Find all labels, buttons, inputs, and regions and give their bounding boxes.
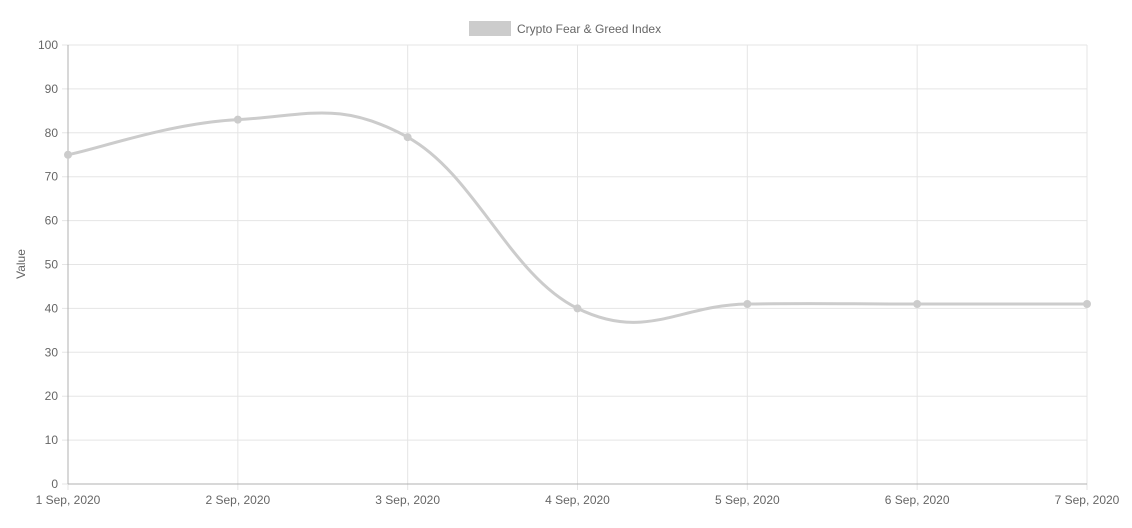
data-point[interactable] [1083,300,1091,309]
data-point[interactable] [64,150,72,159]
data-point[interactable] [913,300,922,309]
x-tick-label: 2 Sep, 2020 [205,493,270,507]
y-axis-ticks: 0 10 20 30 40 50 60 70 80 90 100 [38,38,58,491]
y-tick-label: 0 [51,477,58,491]
y-tick-label: 40 [45,301,59,315]
data-points [64,115,1091,313]
grid [62,44,1088,490]
x-tick-label: 7 Sep, 2020 [1055,493,1120,507]
y-tick-label: 80 [45,126,59,140]
y-tick-label: 50 [45,258,59,272]
x-axis-ticks: 1 Sep, 2020 2 Sep, 2020 3 Sep, 2020 4 Sep, … [36,493,1120,507]
data-point[interactable] [573,304,582,313]
data-point[interactable] [233,115,242,124]
y-tick-label: 90 [45,82,59,96]
legend-label[interactable]: Crypto Fear & Greed Index [517,22,661,36]
y-tick-label: 30 [45,345,59,359]
data-point[interactable] [743,300,752,309]
y-tick-label: 20 [45,389,59,403]
x-tick-label: 6 Sep, 2020 [885,493,950,507]
y-axis-title: Value [14,249,28,279]
y-tick-label: 100 [38,38,58,52]
axes [67,45,1087,485]
legend[interactable]: Crypto Fear & Greed Index [469,21,661,36]
legend-swatch[interactable] [469,21,511,36]
y-tick-label: 10 [45,433,59,447]
x-tick-label: 4 Sep, 2020 [545,493,610,507]
y-tick-label: 60 [45,214,59,228]
x-tick-label: 3 Sep, 2020 [375,493,440,507]
y-tick-label: 70 [45,170,59,184]
x-tick-label: 5 Sep, 2020 [715,493,780,507]
x-tick-label: 1 Sep, 2020 [36,493,101,507]
data-point[interactable] [403,133,412,142]
